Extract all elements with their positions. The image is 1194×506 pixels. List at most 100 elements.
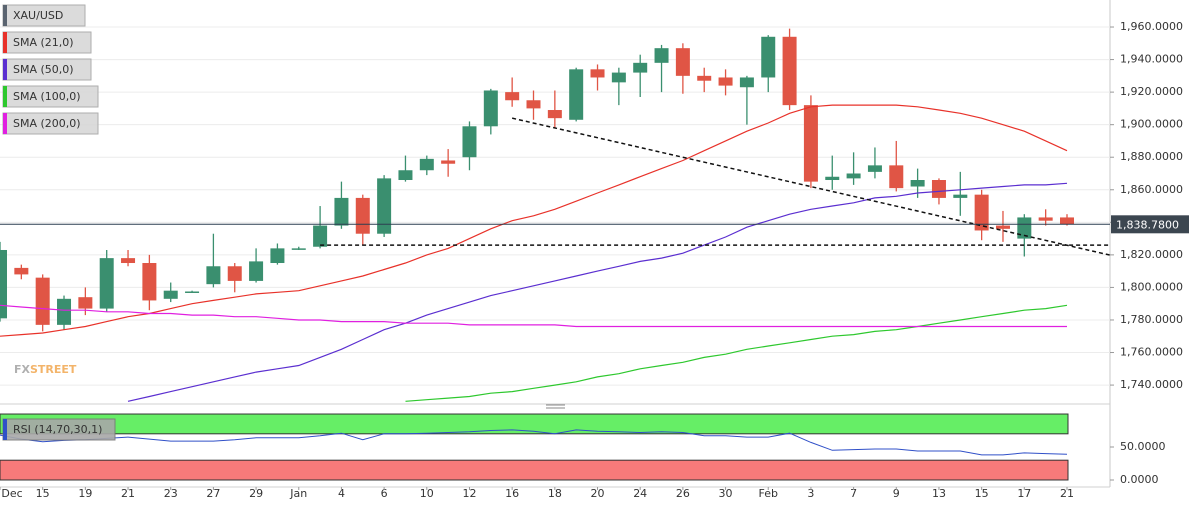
y-tick-label: 50.0000 bbox=[1120, 440, 1166, 453]
candle-body bbox=[313, 225, 328, 247]
x-tick-label: 23 bbox=[164, 487, 178, 500]
x-tick-label: Jan bbox=[289, 487, 307, 500]
candle-body bbox=[867, 165, 882, 172]
rsi-panel bbox=[0, 413, 1069, 481]
x-tick-label: 4 bbox=[338, 487, 345, 500]
legend-label: RSI (14,70,30,1) bbox=[13, 423, 102, 436]
candle-body bbox=[611, 72, 626, 83]
x-tick-label: 12 bbox=[462, 487, 476, 500]
candle-body bbox=[462, 126, 477, 158]
legend-item[interactable]: RSI (14,70,30,1) bbox=[2, 418, 116, 441]
x-tick-label: 13 bbox=[932, 487, 946, 500]
candle-body bbox=[910, 180, 925, 187]
overlay: 1,740.0000 1,760.0000 1,780.0000 1,800.0000… bbox=[0, 4, 1189, 500]
candle-body bbox=[249, 261, 264, 281]
x-tick-label: 20 bbox=[591, 487, 605, 500]
x-tick-label: 29 bbox=[249, 487, 263, 500]
price-panel: FXSTREET bbox=[0, 26, 1110, 402]
candle-body bbox=[185, 291, 200, 293]
watermark: FXSTREET bbox=[14, 363, 77, 376]
y-tick-label: 1,760.0000 bbox=[1120, 346, 1183, 359]
candle-body bbox=[633, 62, 648, 73]
candle-body bbox=[590, 69, 605, 78]
legend-label: SMA (100,0) bbox=[13, 90, 81, 103]
x-tick-label: 10 bbox=[420, 487, 434, 500]
candle-body bbox=[163, 290, 178, 299]
candle-body bbox=[206, 266, 221, 285]
sma-line bbox=[0, 304, 1067, 328]
legend-swatch bbox=[3, 419, 7, 440]
legend-swatch bbox=[3, 32, 7, 53]
candle-body bbox=[931, 180, 946, 198]
candle-body bbox=[377, 178, 392, 234]
legend-item[interactable]: SMA (200,0) bbox=[2, 112, 99, 135]
candle-body bbox=[419, 158, 434, 171]
candle-body bbox=[57, 298, 72, 325]
legend-swatch bbox=[3, 86, 7, 107]
legend-item[interactable]: SMA (21,0) bbox=[2, 31, 92, 54]
legend-swatch bbox=[3, 59, 7, 80]
x-tick-label: 3 bbox=[807, 487, 814, 500]
candle-body bbox=[953, 194, 968, 198]
rsi-line bbox=[0, 429, 1068, 456]
candle-body bbox=[697, 75, 712, 81]
legend-swatch bbox=[3, 113, 7, 134]
candle-body bbox=[334, 197, 349, 226]
legend-label: SMA (200,0) bbox=[13, 117, 81, 130]
candle-body bbox=[505, 92, 520, 101]
candle-body bbox=[355, 197, 370, 234]
legend-label: XAU/USD bbox=[13, 9, 63, 22]
candle-body bbox=[0, 249, 7, 319]
candle-body bbox=[654, 48, 669, 63]
candle-body bbox=[270, 248, 285, 264]
legend-item[interactable]: SMA (100,0) bbox=[2, 85, 99, 108]
candle-body bbox=[35, 277, 50, 325]
candle-body bbox=[526, 100, 541, 109]
candle-body bbox=[739, 77, 754, 88]
panel-handle[interactable] bbox=[546, 404, 565, 409]
candle-body bbox=[974, 194, 989, 231]
y-tick-label: 1,880.0000 bbox=[1120, 150, 1183, 163]
candle-body bbox=[99, 258, 114, 309]
candle-body bbox=[142, 263, 157, 301]
candle-body bbox=[483, 90, 498, 127]
candle-body bbox=[718, 77, 733, 86]
y-tick-label: 1,860.0000 bbox=[1120, 183, 1183, 196]
legend-item[interactable]: XAU/USD bbox=[2, 4, 86, 27]
candle-body bbox=[803, 105, 818, 182]
x-tick-label: 26 bbox=[676, 487, 690, 500]
x-tick-label: 16 bbox=[505, 487, 519, 500]
y-tick-label: 1,900.0000 bbox=[1120, 118, 1183, 131]
y-tick-label: 1,820.0000 bbox=[1120, 248, 1183, 261]
candle-body bbox=[995, 225, 1010, 229]
legend-label: SMA (50,0) bbox=[13, 63, 74, 76]
x-tick-label: 21 bbox=[121, 487, 135, 500]
candle-body bbox=[14, 267, 29, 275]
x-tick-label: 21 bbox=[1060, 487, 1074, 500]
candle-body bbox=[441, 160, 456, 164]
candle-body bbox=[291, 248, 306, 250]
candle-body bbox=[1060, 217, 1074, 225]
candle-body bbox=[782, 36, 797, 106]
x-tick-label: Feb bbox=[758, 487, 777, 500]
rsi-band bbox=[0, 459, 1069, 481]
candle-body bbox=[1038, 217, 1053, 221]
candle-body bbox=[569, 69, 584, 120]
sma-line bbox=[127, 182, 1068, 402]
legend-item[interactable]: SMA (50,0) bbox=[2, 58, 92, 81]
legend-swatch bbox=[3, 5, 7, 26]
x-tick-label: 24 bbox=[633, 487, 647, 500]
watermark-street: STREET bbox=[30, 363, 77, 376]
candle-body bbox=[846, 173, 861, 179]
sma-line bbox=[405, 304, 1068, 402]
candle-body bbox=[121, 258, 136, 264]
y-tick-label: 0.0000 bbox=[1120, 473, 1159, 486]
candle-body bbox=[547, 110, 562, 119]
y-tick-label: 1,800.0000 bbox=[1120, 280, 1183, 293]
x-tick-label: 30 bbox=[719, 487, 733, 500]
watermark-fx: FX bbox=[14, 363, 31, 376]
candle-body bbox=[675, 48, 690, 76]
x-tick-label: 6 bbox=[381, 487, 388, 500]
legend-label: SMA (21,0) bbox=[13, 36, 74, 49]
x-tick-label: 15 bbox=[36, 487, 50, 500]
